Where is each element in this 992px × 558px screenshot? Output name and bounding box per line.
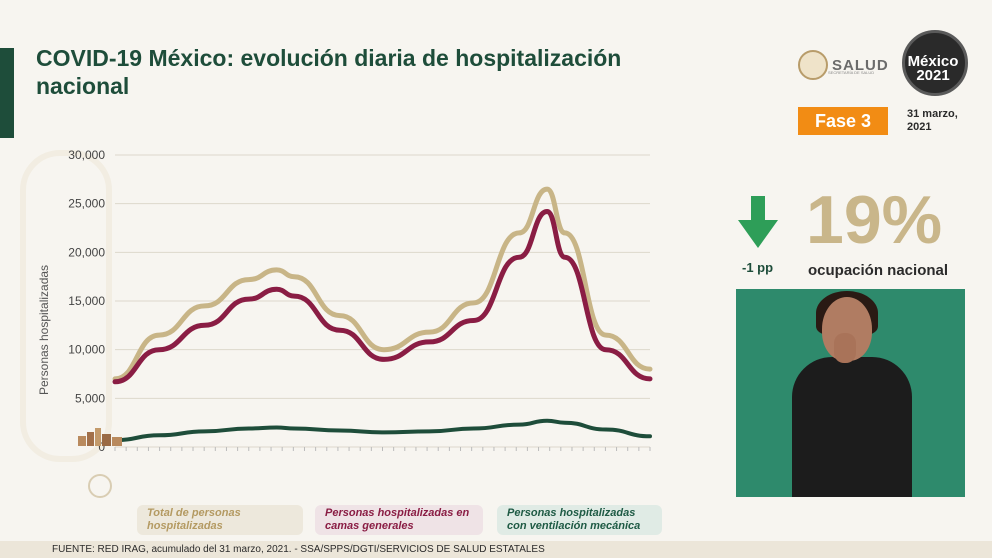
y-tick-label: 15,000 <box>68 294 105 308</box>
watermark-seal-icon <box>88 474 112 498</box>
y-tick-label: 0 <box>98 440 105 454</box>
y-tick-label: 25,000 <box>68 197 105 211</box>
salud-logo-subtext: SECRETARÍA DE SALUD <box>828 70 875 75</box>
occupancy-percent: 19% <box>806 182 943 258</box>
footer-bar <box>0 541 992 558</box>
sign-language-interpreter-video <box>736 289 965 497</box>
series-line-2 <box>112 209 653 385</box>
salud-logo-text: SALUD <box>832 56 889 74</box>
legend-camas-generales: Personas hospitalizadas en camas general… <box>315 505 483 535</box>
occupancy-label: ocupación nacional <box>808 262 949 279</box>
interpreter-hand <box>834 333 856 363</box>
fase-badge: Fase 3 <box>798 107 888 135</box>
y-axis-label: Personas hospitalizadas <box>37 265 51 395</box>
series-line-3 <box>113 418 652 443</box>
title-accent-bar <box>0 48 14 138</box>
report-date: 31 marzo, 2021 <box>907 108 958 134</box>
report-date-line2: 2021 <box>907 121 932 133</box>
report-date-line1: 31 marzo, <box>907 108 958 120</box>
page-title: COVID-19 México: evolución diaria de hos… <box>36 45 622 99</box>
interpreter-body <box>792 357 912 497</box>
series-line-1 <box>112 186 653 382</box>
y-tick-label: 30,000 <box>68 148 105 162</box>
source-note: FUENTE: RED IRAG, acumulado del 31 marzo… <box>52 544 545 555</box>
legend-total: Total de personas hospitalizadas <box>137 505 303 535</box>
salud-seal-icon <box>798 50 828 80</box>
y-tick-label: 20,000 <box>68 245 105 259</box>
y-tick-label: 10,000 <box>68 343 105 357</box>
y-tick-label: 5,000 <box>75 391 105 405</box>
background-ornament <box>20 150 112 462</box>
mexico-2021-seal-text: México 2021 <box>907 53 959 84</box>
buildings-icon <box>78 428 122 446</box>
arrow-down-icon <box>738 196 778 248</box>
salud-logo: SALUD <box>798 50 889 80</box>
legend-ventilacion-mecanica: Personas hospitalizadas con ventilación … <box>497 505 662 535</box>
occupancy-change: -1 pp <box>742 260 774 275</box>
mexico-2021-seal-icon <box>902 30 968 96</box>
